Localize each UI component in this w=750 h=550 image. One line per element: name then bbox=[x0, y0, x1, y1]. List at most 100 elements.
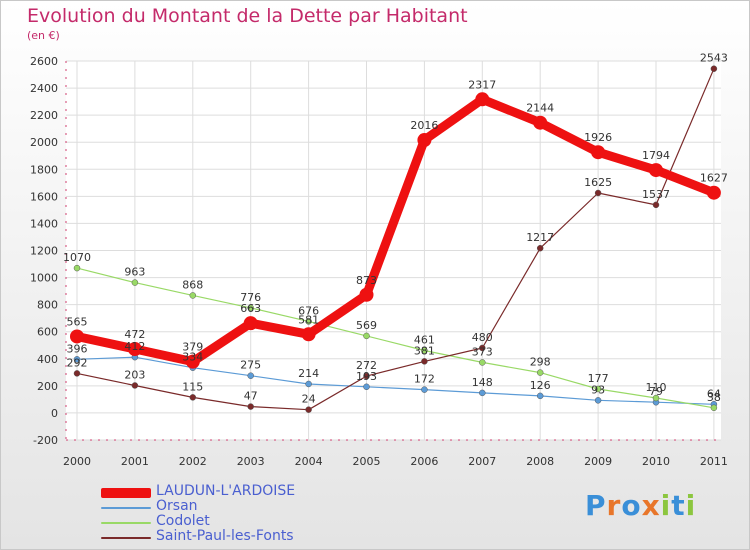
x-tick-label: 2007 bbox=[468, 455, 496, 468]
y-tick-label: 1200 bbox=[30, 245, 58, 258]
data-point bbox=[652, 394, 660, 402]
data-label: 379 bbox=[182, 341, 203, 354]
data-label: 1537 bbox=[642, 188, 670, 201]
data-label: 79 bbox=[649, 385, 663, 398]
data-point bbox=[73, 370, 81, 377]
data-point bbox=[131, 279, 139, 286]
legend-label: Codolet bbox=[156, 513, 210, 529]
x-tick-label: 2002 bbox=[179, 455, 207, 468]
data-point bbox=[421, 347, 428, 354]
data-point bbox=[359, 287, 374, 302]
data-label: 2317 bbox=[468, 78, 496, 91]
data-point bbox=[417, 133, 432, 148]
y-tick-label: 400 bbox=[37, 353, 58, 366]
legend-swatch bbox=[101, 521, 151, 524]
data-label: 2016 bbox=[410, 119, 438, 132]
y-tick-label: 1000 bbox=[30, 272, 58, 285]
y-tick-label: 800 bbox=[37, 299, 58, 312]
data-label: 298 bbox=[530, 356, 551, 369]
data-label: 272 bbox=[356, 359, 377, 372]
data-point bbox=[305, 380, 312, 388]
data-point bbox=[594, 397, 602, 404]
data-label: 412 bbox=[124, 340, 145, 353]
x-tick-label: 2003 bbox=[237, 455, 265, 468]
data-point bbox=[247, 304, 254, 312]
y-tick-label: 2200 bbox=[30, 109, 58, 122]
data-label: 480 bbox=[472, 331, 493, 344]
data-label: 581 bbox=[298, 313, 319, 326]
series-line bbox=[76, 356, 715, 405]
data-label: 676 bbox=[298, 304, 319, 317]
data-label: 47 bbox=[244, 390, 258, 403]
data-label: 203 bbox=[124, 368, 145, 381]
data-label: 2543 bbox=[700, 52, 728, 65]
data-point bbox=[305, 318, 312, 325]
data-point bbox=[421, 358, 428, 365]
proxiti-logo: Proxiti bbox=[585, 489, 697, 522]
series-line bbox=[72, 94, 719, 367]
chart-title: Evolution du Montant de la Dette par Hab… bbox=[27, 5, 468, 27]
y-tick-label: -200 bbox=[33, 434, 58, 447]
data-label: 663 bbox=[240, 302, 261, 315]
data-point bbox=[189, 394, 197, 401]
data-label: 381 bbox=[414, 344, 435, 357]
data-label: 1217 bbox=[526, 231, 554, 244]
data-label: 177 bbox=[588, 372, 609, 385]
x-tick-label: 2008 bbox=[526, 455, 554, 468]
x-tick-label: 2005 bbox=[353, 455, 381, 468]
data-label: 275 bbox=[240, 359, 261, 372]
y-tick-label: 1800 bbox=[30, 163, 58, 176]
legend-label: Saint-Paul-les-Fonts bbox=[156, 528, 294, 544]
data-point bbox=[189, 292, 197, 299]
data-label: 148 bbox=[472, 376, 493, 389]
data-label: 110 bbox=[646, 381, 667, 394]
data-point bbox=[363, 332, 370, 340]
data-point bbox=[649, 163, 663, 178]
data-point bbox=[363, 372, 370, 380]
x-tick-label: 2000 bbox=[63, 455, 91, 468]
data-label: 115 bbox=[182, 380, 203, 393]
data-point bbox=[127, 342, 142, 357]
x-tick-label: 2009 bbox=[584, 455, 612, 468]
data-point bbox=[710, 404, 718, 412]
legend-swatch bbox=[101, 536, 151, 539]
unit-label: (en €) bbox=[27, 29, 60, 42]
data-label: 1070 bbox=[63, 251, 91, 264]
data-point bbox=[70, 329, 84, 344]
data-point bbox=[479, 359, 486, 366]
data-point bbox=[243, 316, 258, 331]
y-tick-label: 200 bbox=[37, 380, 58, 393]
data-label: 472 bbox=[124, 328, 145, 341]
series-line bbox=[76, 68, 715, 411]
data-label: 38 bbox=[707, 391, 721, 404]
data-label: 24 bbox=[302, 393, 316, 406]
legend-label: LAUDUN-L'ARDOISE bbox=[156, 483, 296, 499]
data-point bbox=[533, 115, 548, 130]
data-point bbox=[131, 382, 139, 389]
data-label: 1926 bbox=[584, 131, 612, 144]
y-tick-label: 2400 bbox=[30, 82, 58, 95]
data-point bbox=[301, 327, 316, 342]
data-point bbox=[475, 92, 490, 107]
y-tick-label: 2600 bbox=[30, 55, 58, 68]
data-point bbox=[363, 383, 370, 391]
data-label: 1625 bbox=[584, 176, 612, 189]
data-point bbox=[479, 389, 486, 397]
data-point bbox=[536, 244, 544, 252]
data-label: 963 bbox=[124, 266, 145, 279]
data-label: 334 bbox=[182, 351, 203, 364]
x-tick-label: 2006 bbox=[410, 455, 438, 468]
data-label: 93 bbox=[591, 383, 605, 396]
legend-swatch bbox=[101, 506, 151, 509]
data-point bbox=[305, 406, 312, 413]
data-label: 873 bbox=[356, 274, 377, 287]
data-label: 172 bbox=[414, 373, 435, 386]
data-label: 461 bbox=[414, 334, 435, 347]
data-point bbox=[652, 201, 660, 209]
data-point bbox=[594, 385, 602, 393]
data-point bbox=[591, 145, 606, 160]
data-label: 396 bbox=[67, 342, 88, 355]
data-label: 569 bbox=[356, 319, 377, 332]
